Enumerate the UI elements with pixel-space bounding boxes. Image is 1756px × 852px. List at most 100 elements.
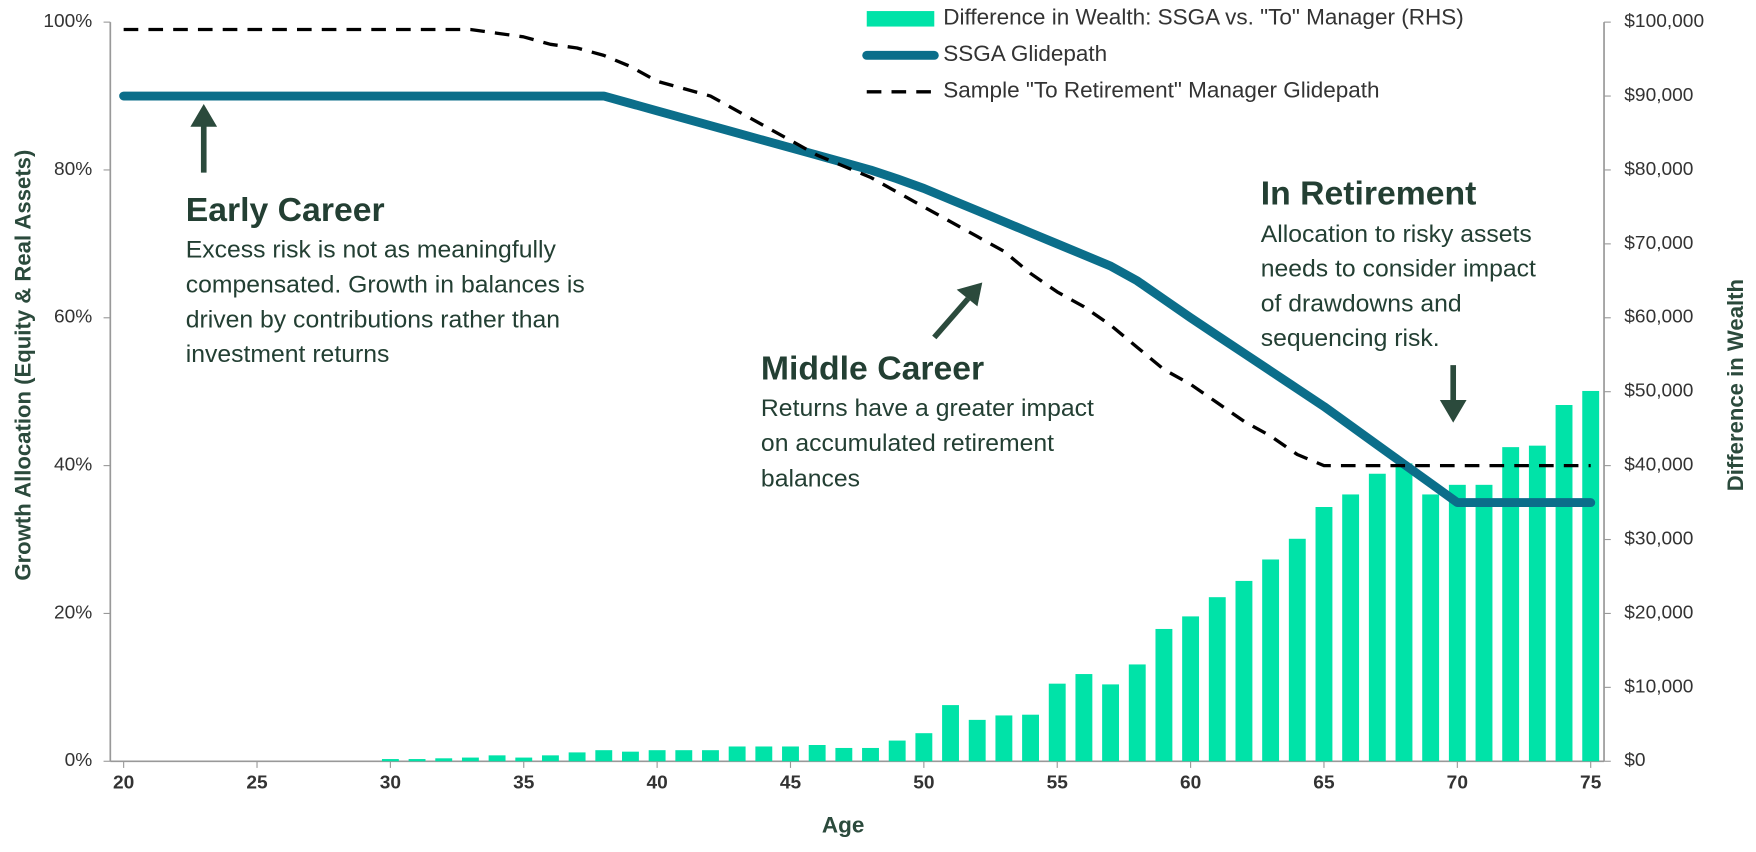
bar (408, 759, 426, 762)
bar (755, 746, 773, 762)
bar (942, 705, 959, 762)
annotation-text: on accumulated retirement (761, 430, 1054, 457)
y2-tick-label: $10,000 (1624, 676, 1693, 697)
bar (728, 746, 746, 762)
legend-label: SSGA Glidepath (943, 41, 1107, 66)
bar (1022, 714, 1039, 762)
bar (1235, 580, 1253, 762)
y-tick-label: 0% (65, 750, 93, 771)
annotation-text: driven by contributions rather than (186, 306, 560, 333)
bar (595, 750, 613, 762)
x-tick-label: 35 (513, 773, 535, 794)
bar (381, 759, 399, 762)
y2-tick-label: $30,000 (1624, 529, 1693, 550)
x-tick-label: 45 (780, 773, 802, 794)
y2-tick-label: $20,000 (1624, 603, 1693, 624)
y-tick-label: 40% (54, 455, 92, 476)
bar (995, 715, 1013, 762)
bar (622, 751, 639, 762)
annotation-text: needs to consider impact (1261, 256, 1536, 283)
annotation-text: sequencing risk. (1261, 325, 1440, 352)
y-tick-label: 20% (54, 603, 92, 624)
bar-series (381, 390, 1600, 762)
y2-tick-label: $0 (1624, 750, 1645, 771)
bar (1262, 559, 1280, 762)
bar (675, 750, 693, 762)
annotation-title: In Retirement (1261, 176, 1477, 213)
bar (1288, 538, 1306, 762)
bar (1395, 463, 1413, 762)
bar (568, 752, 586, 762)
bar (1555, 405, 1573, 762)
bar (1368, 473, 1386, 762)
arrow-head (1439, 399, 1467, 423)
bar (541, 755, 559, 762)
x-tick-label: 70 (1447, 773, 1468, 794)
y2-tick-label: $60,000 (1624, 307, 1693, 328)
x-tick-label: 25 (246, 773, 268, 794)
bar (888, 740, 906, 762)
legend-label: Difference in Wealth: SSGA vs. "To" Mana… (943, 5, 1463, 30)
bar (702, 750, 719, 762)
x-tick-label: 30 (380, 773, 401, 794)
bar (1208, 597, 1226, 762)
y2-tick-label: $50,000 (1624, 381, 1693, 402)
x-tick-label: 65 (1313, 773, 1335, 794)
y-tick-label: 60% (54, 307, 92, 328)
annotation-text: balances (761, 466, 860, 493)
bar (1315, 507, 1333, 762)
annotation-title: Early Career (186, 192, 385, 229)
y2-tick-label: $90,000 (1624, 85, 1693, 106)
annotation-text: Excess risk is not as meaningfully (186, 237, 557, 264)
arrow-head (956, 282, 983, 307)
x-tick-label: 75 (1580, 773, 1602, 794)
y-tick-label: 100% (43, 11, 92, 32)
x-tick-label: 40 (646, 773, 667, 794)
bar (1155, 628, 1173, 762)
bar (808, 745, 826, 762)
x-axis-title: Age (822, 813, 865, 838)
bar (1475, 484, 1493, 762)
bar (648, 750, 666, 762)
arrow-head (190, 104, 218, 127)
legend-label: Sample "To Retirement" Manager Glidepath (943, 78, 1379, 103)
bar (435, 758, 453, 762)
bar (835, 747, 853, 762)
y2-tick-label: $40,000 (1624, 455, 1693, 476)
annotation-text: Allocation to risky assets (1261, 221, 1532, 248)
y-axis-title: Growth Allocation (Equity & Real Assets) (11, 150, 36, 581)
bar (1182, 616, 1200, 762)
bar (968, 719, 986, 762)
bar (862, 747, 879, 762)
bar (1342, 494, 1360, 762)
bar (461, 757, 479, 762)
y2-tick-label: $100,000 (1624, 11, 1704, 32)
y2-tick-label: $80,000 (1624, 159, 1693, 180)
x-tick-label: 60 (1180, 773, 1201, 794)
bar (488, 755, 506, 762)
bar (1502, 447, 1520, 762)
y2-tick-label: $70,000 (1624, 233, 1693, 254)
line-series (119, 91, 1596, 507)
bar (1582, 390, 1600, 762)
bar (1448, 484, 1466, 762)
bar (1128, 664, 1146, 762)
arrows (190, 104, 1467, 423)
line-series (123, 27, 1591, 468)
x-tick-label: 50 (913, 773, 934, 794)
bar (515, 757, 533, 762)
arrow (932, 296, 971, 340)
bar (782, 746, 799, 762)
bar (915, 733, 933, 762)
x-tick-label: 20 (113, 773, 134, 794)
bar (1528, 445, 1546, 762)
annotation-text: investment returns (186, 341, 390, 368)
y2-axis-title: Difference in Wealth (1723, 279, 1748, 491)
bar (1102, 684, 1120, 762)
annotation-title: Middle Career (761, 351, 984, 388)
legend-swatch (866, 11, 935, 27)
bar (1075, 674, 1093, 762)
bar (1048, 683, 1066, 762)
